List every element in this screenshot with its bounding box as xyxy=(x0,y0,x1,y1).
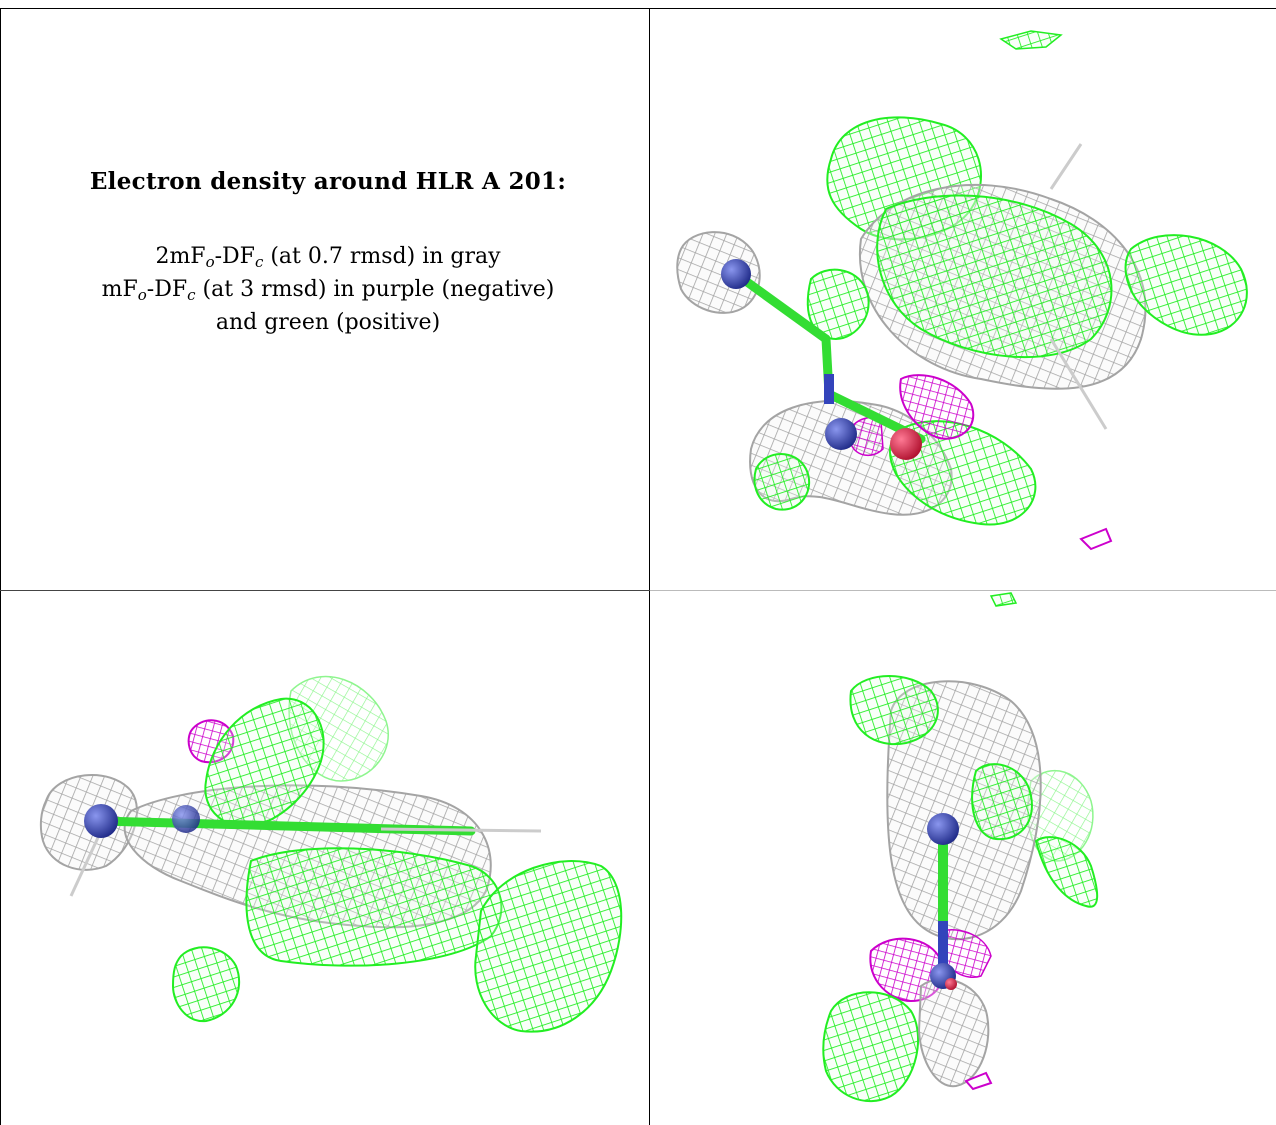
caption-panel: Electron density around HLR A 201: 2mFo-… xyxy=(8,8,648,588)
frame-center-rule-left xyxy=(0,590,650,591)
view-bottom-left xyxy=(1,591,649,1125)
caption-title: Electron density around HLR A 201: xyxy=(89,168,567,195)
view-bottom-left-image xyxy=(39,675,623,1033)
caption-line-2fofc: 2mFo-DFc (at 0.7 rmsd) in gray xyxy=(155,244,501,271)
view-bottom-right-image xyxy=(822,592,1099,1103)
frame-left-rule xyxy=(0,8,1,1125)
frame-center-rule-right xyxy=(650,590,1276,591)
caption-line-fofc: mFo-DFc (at 3 rmsd) in purple (negative) xyxy=(101,277,555,304)
view-top-right xyxy=(651,9,1276,589)
view-top-right-image xyxy=(676,30,1248,551)
caption-body: 2mFo-DFc (at 0.7 rmsd) in gray mFo-DFc (… xyxy=(102,243,555,337)
frame-top-rule xyxy=(0,8,1276,9)
view-bottom-right xyxy=(651,591,1276,1125)
caption-line-positive: and green (positive) xyxy=(215,310,441,335)
frame-middle-rule xyxy=(649,8,650,1125)
